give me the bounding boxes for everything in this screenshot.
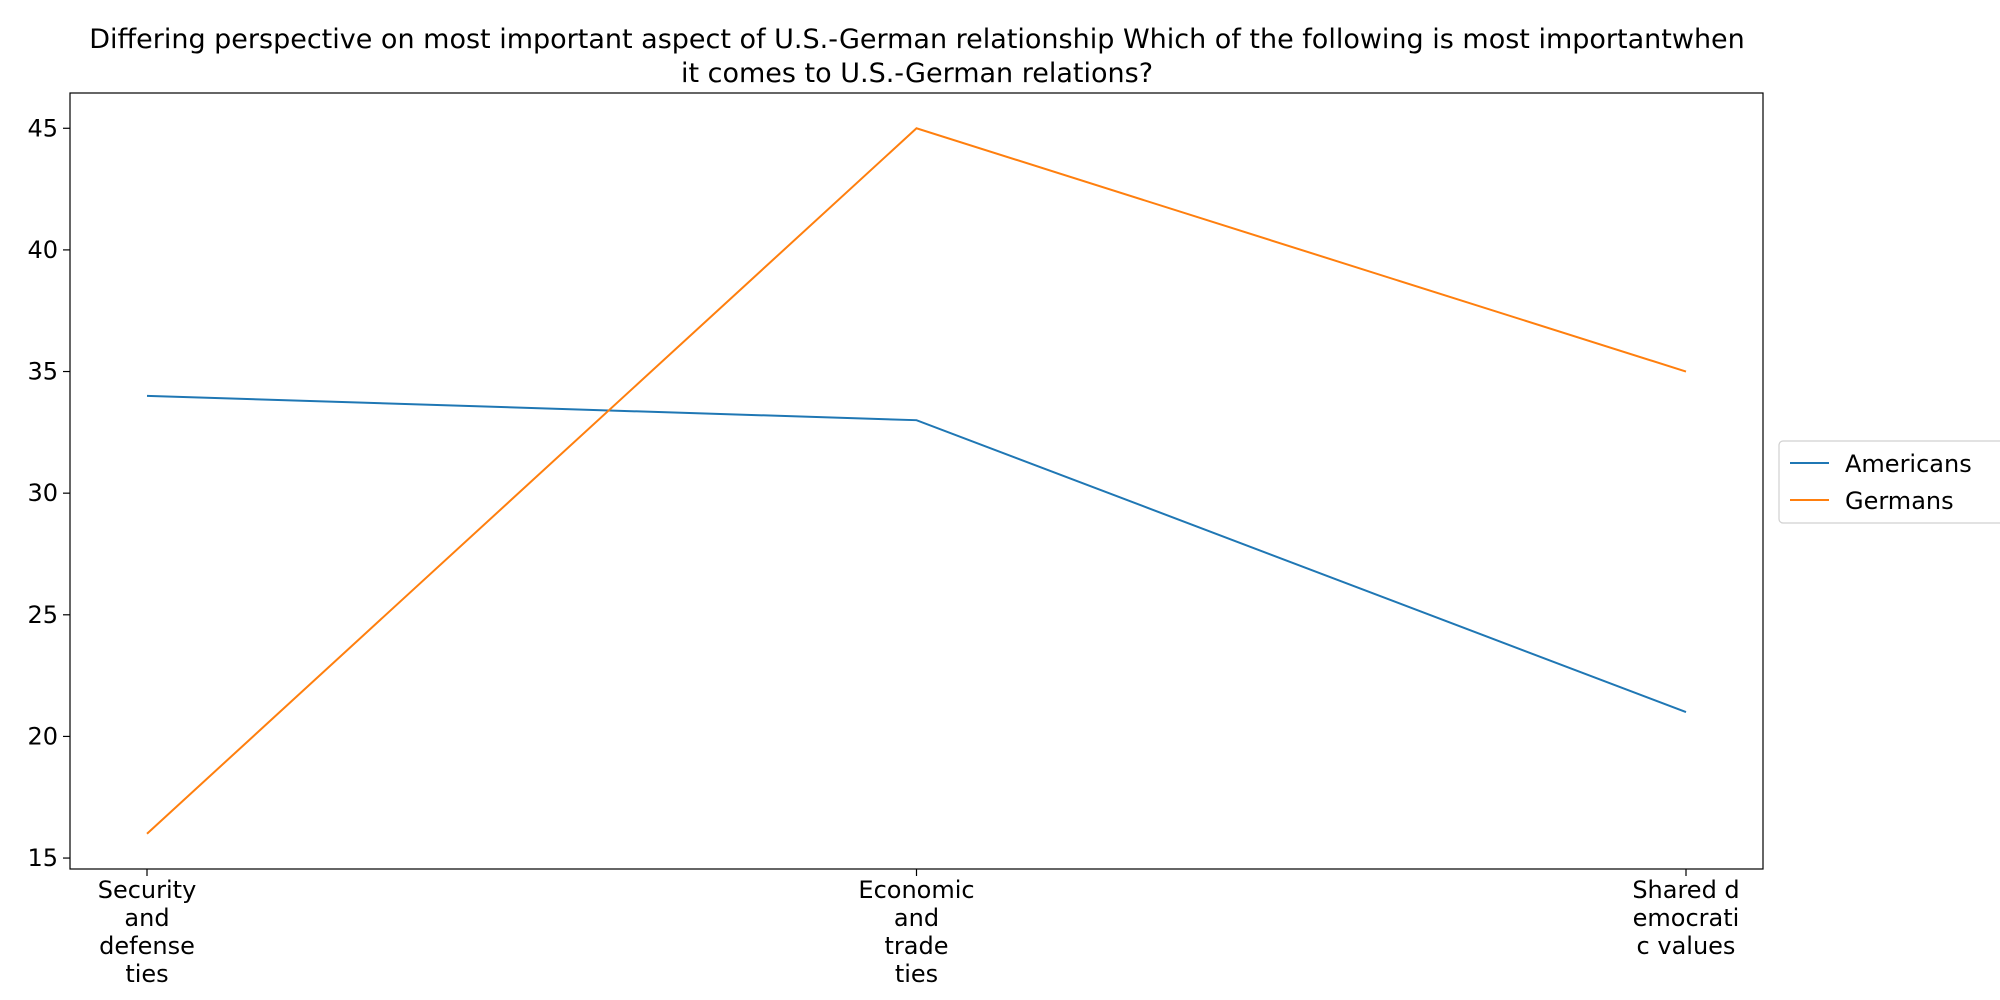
y-axis: 15 20 25 30 35 40 45 bbox=[27, 114, 70, 872]
series-line-germans bbox=[146, 127, 1687, 835]
y-tick-label: 45 bbox=[27, 114, 58, 142]
y-tick-label: 20 bbox=[27, 722, 58, 750]
legend-label-americans: Americans bbox=[1845, 450, 1972, 478]
y-tick-label: 25 bbox=[27, 601, 58, 629]
series-line-americans bbox=[146, 394, 1687, 714]
legend-box bbox=[1778, 440, 2000, 524]
x-axis: Security and defense ties Economic and trade ti… bbox=[98, 869, 1740, 988]
x-tick-label: Security and defense ties bbox=[98, 876, 197, 988]
x-tick-label: Shared d emocrati c values bbox=[1632, 876, 1739, 960]
y-tick-label: 30 bbox=[27, 479, 58, 507]
plot-frame bbox=[69, 92, 1764, 870]
chart-title-line-1: Differing perspective on most important … bbox=[89, 24, 1745, 55]
legend: Americans Germans bbox=[1778, 440, 2000, 524]
y-tick-label: 15 bbox=[27, 844, 58, 872]
chart-title-line-2: it comes to U.S.-German relations? bbox=[681, 58, 1153, 89]
plot-area bbox=[146, 127, 1687, 835]
legend-label-germans: Germans bbox=[1845, 487, 1954, 515]
y-tick-label: 40 bbox=[27, 236, 58, 264]
y-tick-label: 35 bbox=[27, 358, 58, 386]
x-tick-label: Economic and trade ties bbox=[858, 876, 974, 988]
